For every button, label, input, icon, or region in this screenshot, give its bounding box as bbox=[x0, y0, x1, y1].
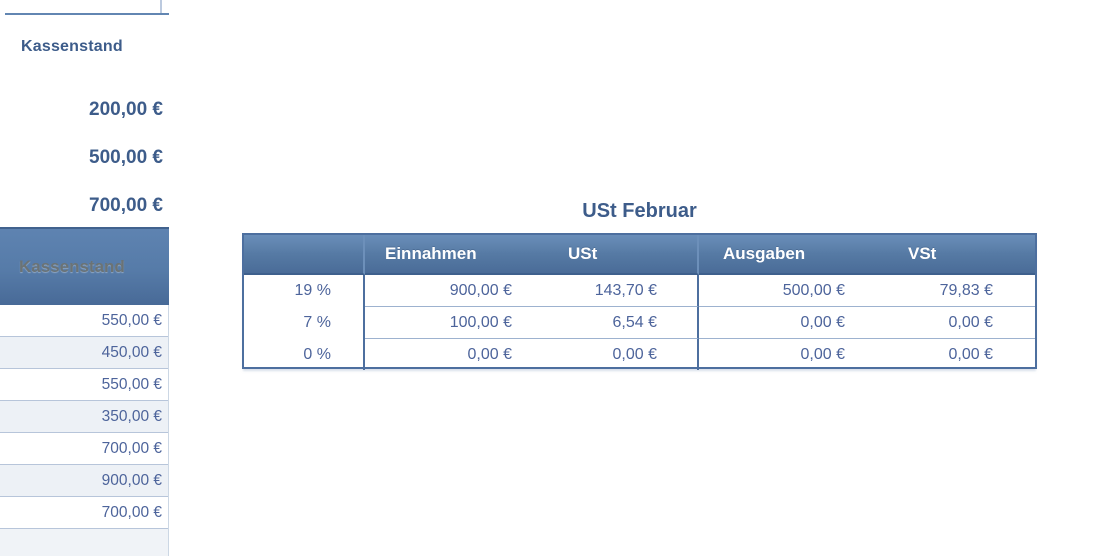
table-cell[interactable]: 0,00 € bbox=[869, 307, 1035, 339]
header-cell-einnahmen[interactable]: Einnahmen bbox=[365, 235, 531, 275]
table-cell[interactable]: 550,00 € bbox=[0, 369, 168, 401]
table-cell[interactable]: 900,00 € bbox=[365, 275, 531, 307]
column-border-line bbox=[160, 0, 162, 13]
table-cell[interactable]: 0,00 € bbox=[948, 345, 993, 363]
table-cell[interactable]: 350,00 € bbox=[0, 401, 168, 433]
header-cell-ust[interactable]: USt bbox=[531, 235, 699, 275]
kassenstand-rows: 550,00 € 450,00 € 550,00 € 350,00 € 700,… bbox=[0, 305, 169, 556]
table-cell[interactable]: 700,00 € bbox=[0, 433, 168, 465]
table-cell[interactable]: 0,00 € bbox=[800, 345, 845, 363]
table-cell[interactable]: 100,00 € bbox=[365, 307, 531, 339]
header-cell-blank[interactable] bbox=[244, 235, 365, 275]
kassenstand-column-header-label: Kassenstand bbox=[19, 257, 125, 276]
table-cell[interactable]: 900,00 € bbox=[0, 465, 168, 497]
table-cell[interactable]: 500,00 € bbox=[699, 275, 869, 307]
summary-value-cell[interactable]: 200,00 € bbox=[89, 99, 163, 120]
table-cell[interactable]: 0,00 € bbox=[467, 345, 512, 363]
table-cell[interactable]: 550,00 € bbox=[0, 305, 168, 337]
table-cell[interactable]: 6,54 € bbox=[531, 307, 699, 339]
kassenstand-column-header[interactable]: Kassenstand bbox=[0, 227, 169, 305]
summary-value-cell[interactable]: 500,00 € bbox=[89, 147, 163, 168]
table-cell[interactable]: 450,00 € bbox=[0, 337, 168, 369]
table-cell[interactable]: 79,83 € bbox=[869, 275, 1035, 307]
ust-table: Einnahmen USt Ausgaben VSt 19 % 900,00 €… bbox=[242, 233, 1037, 370]
table-cell[interactable]: 143,70 € bbox=[531, 275, 699, 307]
summary-value-cell[interactable]: 700,00 € bbox=[89, 195, 163, 216]
table-bottom-rule bbox=[5, 13, 169, 15]
table-cell[interactable]: 700,00 € bbox=[0, 497, 168, 529]
table-cell-empty[interactable] bbox=[0, 529, 168, 556]
header-cell-vst[interactable]: VSt bbox=[869, 235, 1035, 275]
table-cell[interactable]: 0,00 € bbox=[699, 307, 869, 339]
rate-cell[interactable]: 7 % bbox=[244, 307, 365, 339]
kassenstand-section-label[interactable]: Kassenstand bbox=[21, 38, 123, 55]
ust-table-title[interactable]: USt Februar bbox=[582, 200, 697, 222]
rate-cell[interactable]: 19 % bbox=[244, 275, 365, 307]
table-cell[interactable]: 0,00 € bbox=[531, 339, 699, 370]
header-cell-ausgaben[interactable]: Ausgaben bbox=[699, 235, 869, 275]
rate-cell[interactable]: 0 % bbox=[244, 339, 365, 370]
